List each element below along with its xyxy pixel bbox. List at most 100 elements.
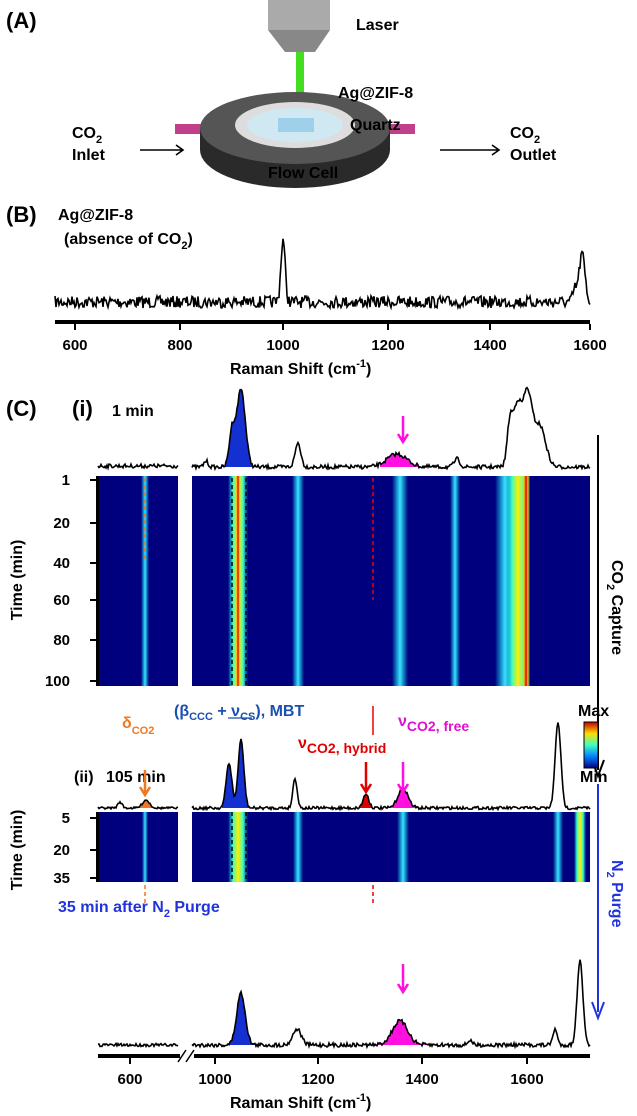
heatmap bbox=[98, 812, 178, 882]
y-axis-label: Time (min) bbox=[9, 810, 26, 891]
y-tick-label: 5 bbox=[62, 810, 70, 827]
heatmap-band bbox=[292, 476, 304, 686]
label: (i) bbox=[72, 396, 93, 421]
y-tick-label: 40 bbox=[53, 555, 70, 572]
heatmap-band bbox=[574, 812, 586, 882]
y-axis-label: Time (min) bbox=[9, 540, 26, 621]
heatmap-band bbox=[235, 476, 241, 686]
x-tick-label: 1400 bbox=[473, 337, 506, 354]
arrow bbox=[591, 784, 605, 1021]
label: 105 min bbox=[106, 769, 166, 786]
heatmap-band bbox=[397, 812, 409, 882]
heatmap bbox=[192, 476, 590, 686]
heatmap bbox=[98, 476, 178, 686]
y-tick-label: 1 bbox=[62, 472, 70, 489]
y-tick-label: 80 bbox=[53, 632, 70, 649]
axis-break bbox=[177, 1049, 195, 1063]
band-label: νCO2, free bbox=[398, 713, 469, 734]
heatmap-band bbox=[141, 476, 149, 686]
x-tick-label: 1600 bbox=[573, 337, 606, 354]
peak-fill bbox=[222, 738, 255, 809]
label: Quartz bbox=[350, 117, 401, 134]
heatmap-band bbox=[142, 812, 148, 882]
label: CO2 bbox=[510, 125, 540, 146]
spectrum bbox=[191, 722, 591, 812]
peak-fill bbox=[222, 389, 258, 468]
sample bbox=[278, 118, 314, 132]
peak-arrow bbox=[359, 762, 373, 795]
panel-label: (A) bbox=[6, 8, 37, 33]
panel-label: (B) bbox=[6, 202, 37, 227]
heatmap-band bbox=[522, 476, 530, 686]
x-axis bbox=[194, 1054, 590, 1058]
y-tick-label: 20 bbox=[53, 842, 70, 859]
arrow bbox=[440, 144, 501, 156]
peak-fill bbox=[380, 452, 445, 469]
colorbar bbox=[583, 721, 599, 769]
tube bbox=[387, 124, 415, 134]
heatmap-band bbox=[228, 812, 248, 882]
peak-fill bbox=[390, 786, 422, 810]
panel-label: (C) bbox=[6, 396, 37, 421]
arrow bbox=[140, 144, 185, 156]
peak-arrow bbox=[138, 770, 152, 798]
x-tick-label: 800 bbox=[167, 337, 192, 354]
heatmap bbox=[192, 812, 590, 882]
x-tick-label: 1000 bbox=[266, 337, 299, 354]
spectrum bbox=[97, 1041, 179, 1049]
x-tick-label: 1000 bbox=[198, 1071, 231, 1088]
spectrum bbox=[191, 959, 591, 1050]
label: (absence of CO2) bbox=[64, 231, 193, 252]
peak-arrow bbox=[396, 762, 410, 795]
heatmap-band bbox=[293, 812, 303, 882]
y-axis bbox=[96, 476, 99, 686]
colorbar-label: Min bbox=[580, 769, 608, 786]
peak-fill bbox=[222, 991, 258, 1047]
spectrum bbox=[97, 462, 179, 471]
peak-fill bbox=[378, 1019, 440, 1047]
x-tick-label: 1200 bbox=[301, 1071, 334, 1088]
label: Flow Cell bbox=[268, 165, 338, 182]
x-axis bbox=[55, 320, 590, 324]
label: 35 min after N2 Purge bbox=[58, 899, 220, 920]
y-tick-label: 20 bbox=[53, 515, 70, 532]
label: Inlet bbox=[72, 147, 106, 164]
band-label: (βCCC + νCS), MBT bbox=[174, 703, 304, 723]
label: (ii) bbox=[74, 769, 94, 786]
x-tick-label: 600 bbox=[62, 337, 87, 354]
x-tick-label: 600 bbox=[117, 1071, 142, 1088]
objective-tip bbox=[268, 30, 330, 52]
spectrum bbox=[54, 238, 591, 311]
laser-beam bbox=[296, 52, 304, 130]
x-tick-label: 1400 bbox=[405, 1071, 438, 1088]
x-tick-label: 1600 bbox=[510, 1071, 543, 1088]
label: Ag@ZIF-8 bbox=[58, 207, 133, 224]
x-axis-label: Raman Shift (cm-1) bbox=[230, 358, 371, 378]
band-label: δCO2 bbox=[122, 715, 154, 737]
y-tick-label: 100 bbox=[45, 673, 70, 690]
label: Laser bbox=[356, 17, 399, 34]
x-tick-label: 1200 bbox=[371, 337, 404, 354]
spectrum bbox=[97, 799, 179, 811]
x-axis-label: Raman Shift (cm-1) bbox=[230, 1092, 371, 1112]
heatmap-band bbox=[450, 476, 460, 686]
side-label: CO2 Capture bbox=[604, 560, 625, 655]
side-label: N2 Purge bbox=[604, 860, 625, 928]
labels: (A) Laser Ag@ZIF-8 Quartz Flow Cell CO2 … bbox=[6, 8, 625, 1112]
peak-arrow bbox=[396, 416, 410, 445]
heatmap-band bbox=[553, 812, 563, 882]
spectrum bbox=[191, 386, 591, 472]
band-label: νCO2, hybrid bbox=[298, 735, 386, 756]
objective bbox=[268, 0, 330, 30]
y-tick-label: 35 bbox=[53, 870, 70, 887]
y-tick-label: 60 bbox=[53, 592, 70, 609]
tube bbox=[175, 124, 203, 134]
label: 1 min bbox=[112, 403, 154, 420]
label: Outlet bbox=[510, 147, 557, 164]
colorbar-label: Max bbox=[578, 703, 609, 720]
label: CO2 bbox=[72, 125, 102, 146]
label: Ag@ZIF-8 bbox=[338, 85, 413, 102]
heatmap-band bbox=[392, 476, 408, 686]
layout bbox=[55, 0, 605, 1063]
